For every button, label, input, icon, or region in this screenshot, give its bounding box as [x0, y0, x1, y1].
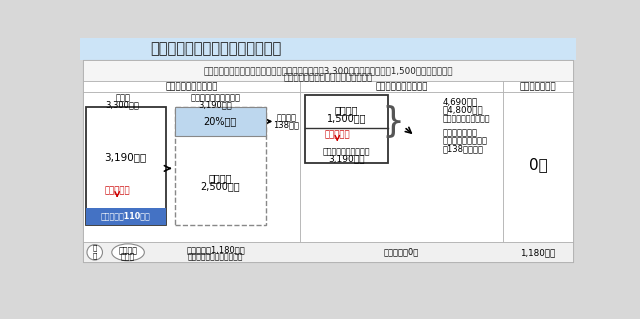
Bar: [503, 81, 573, 92]
Text: 【贈与時（贈与税）】: 【贈与時（贈与税）】: [165, 82, 218, 91]
Text: 20%課税: 20%課税: [204, 116, 237, 126]
Text: （相続税の基礎控除）: （相続税の基礎控除）: [443, 114, 490, 123]
Bar: [86, 208, 166, 225]
Text: 【合計納税額】: 【合計納税額】: [520, 82, 556, 91]
Text: 相続財産: 相続財産: [335, 106, 358, 116]
Text: 3,190万円: 3,190万円: [328, 154, 365, 163]
Bar: [83, 60, 573, 81]
Text: 138万円: 138万円: [273, 120, 299, 129]
Text: （特例税率による算出額）: （特例税率による算出額）: [188, 252, 243, 262]
Text: 改　正　後　の　イ　メ　ー　ジ: 改 正 後 の イ メ ー ジ: [150, 41, 281, 56]
Bar: [300, 81, 503, 92]
Bar: [80, 38, 576, 60]
Text: 納付税額：1,180万円: 納付税額：1,180万円: [186, 246, 245, 255]
Text: 0円: 0円: [529, 157, 547, 172]
Text: 【改正後】: 【改正後】: [104, 186, 130, 195]
Text: 贈与額: 贈与額: [115, 94, 130, 103]
Text: 4,690万円: 4,690万円: [443, 97, 478, 106]
Text: 納付税額：0円: 納付税額：0円: [384, 248, 419, 257]
Circle shape: [87, 245, 102, 260]
Text: 3,190万円: 3,190万円: [104, 152, 147, 162]
Text: 1,180万円: 1,180万円: [520, 248, 556, 257]
Ellipse shape: [112, 244, 145, 261]
Bar: [300, 92, 503, 241]
Bar: [83, 92, 300, 241]
Text: ・贈与時の納付税額: ・贈与時の納付税額: [443, 136, 488, 145]
Text: 参
考: 参 考: [93, 244, 97, 259]
Text: 3,300万円: 3,300万円: [106, 100, 140, 109]
Text: 1,500万円: 1,500万円: [327, 113, 366, 123]
Text: 3,190万円: 3,190万円: [199, 100, 232, 109]
Text: ＜4,800万円: ＜4,800万円: [443, 105, 483, 115]
Text: 2,500万円: 2,500万円: [200, 181, 240, 191]
Bar: [175, 107, 266, 225]
Bar: [175, 107, 266, 136]
Text: （法定相続人：配偶者１人、子２人）: （法定相続人：配偶者１人、子２人）: [284, 73, 372, 82]
Text: }: }: [381, 105, 404, 139]
Text: 【改正後】: 【改正後】: [324, 130, 350, 139]
Bar: [83, 81, 300, 92]
Bar: [503, 92, 573, 241]
Bar: [86, 107, 166, 225]
Bar: [83, 60, 573, 262]
Bar: [83, 241, 573, 262]
Text: 基礎控除後の課税価格: 基礎控除後の課税価格: [323, 147, 371, 156]
Text: 基礎控除後の課税価格: 基礎控除後の課税価格: [191, 94, 241, 103]
Text: 納付税額: 納付税額: [276, 113, 296, 122]
Text: 【相続時（相続税）】: 【相続時（相続税）】: [376, 82, 428, 91]
Bar: [305, 95, 388, 163]
Text: 暦年課税: 暦年課税: [118, 246, 138, 255]
Text: の場合: の場合: [121, 252, 135, 262]
Text: 基礎控除：110万円: 基礎控除：110万円: [101, 211, 150, 221]
Text: 138万は還付: 138万は還付: [443, 144, 484, 153]
Text: 《計算例》　相続時精算課税を適用した贈与財産が3,300万円、相続財産が1,500万円である場合: 《計算例》 相続時精算課税を適用した贈与財産が3,300万円、相続財産が1,50…: [203, 66, 453, 75]
Text: ・納付税額０円: ・納付税額０円: [443, 129, 477, 137]
Text: 特別控除: 特別控除: [209, 174, 232, 183]
